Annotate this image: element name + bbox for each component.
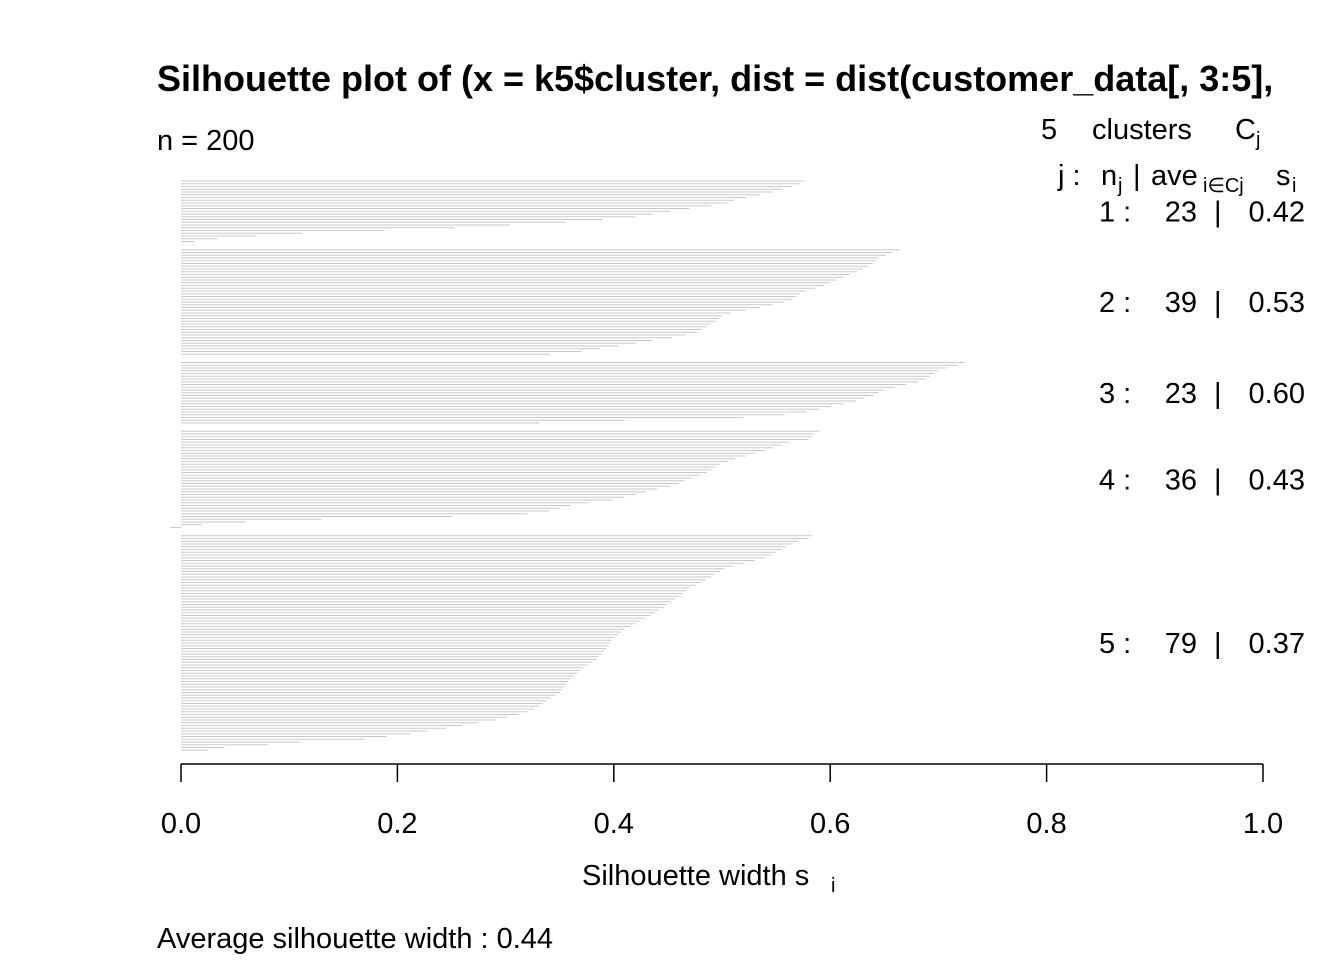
cluster-label-4: 4 : bbox=[1099, 464, 1131, 496]
cluster-summaries: 1 : 23 | 0.42 2 : 39 | 0.53 3 : 23 | 0.60 4 : 36 | 0.43… bbox=[1099, 196, 1305, 660]
cluster-size-4: 36 bbox=[1165, 464, 1197, 496]
cluster-size-5: 79 bbox=[1165, 628, 1197, 660]
silhouette-bars bbox=[170, 180, 966, 751]
cluster-separator-5: | bbox=[1214, 628, 1222, 660]
chart-title: Silhouette plot of (x = k5$cluster, dist… bbox=[157, 58, 1273, 99]
x-tick-label-2: 0.2 bbox=[377, 808, 417, 840]
x-axis-label: Silhouette width s bbox=[582, 860, 809, 892]
x-ticks: 0.0 0.2 0.4 0.6 0.8 1.0 bbox=[161, 764, 1283, 840]
cluster-average-4: 0.43 bbox=[1249, 464, 1305, 496]
cluster-label-2: 2 : bbox=[1099, 287, 1131, 319]
cluster-separator-3: | bbox=[1214, 378, 1222, 410]
average-silhouette-width: Average silhouette width : 0.44 bbox=[157, 923, 553, 955]
header-c-symbol: C bbox=[1235, 114, 1256, 146]
cluster-header: 5 clusters C j j : n j | ave i∈Cj s i bbox=[1041, 114, 1296, 197]
cluster-separator-1: | bbox=[1214, 196, 1222, 228]
header-j-column: j : bbox=[1057, 160, 1081, 192]
x-tick-label-5: 0.8 bbox=[1026, 808, 1066, 840]
cluster-separator-2: | bbox=[1214, 287, 1222, 319]
header-c-subscript: j bbox=[1255, 129, 1260, 151]
cluster-separator-4: | bbox=[1214, 464, 1222, 496]
header-n-symbol: n bbox=[1101, 160, 1117, 192]
header-ave-word: ave bbox=[1151, 160, 1198, 192]
header-s-subscript: i bbox=[1292, 175, 1296, 197]
x-axis: 0.0 0.2 0.4 0.6 0.8 1.0 bbox=[161, 763, 1283, 840]
x-axis-label-subscript: i bbox=[831, 875, 835, 897]
header-ave-subscript: i∈Cj bbox=[1203, 175, 1244, 197]
cluster-size-3: 23 bbox=[1165, 378, 1197, 410]
x-tick-label-6: 1.0 bbox=[1243, 808, 1283, 840]
header-separator: | bbox=[1133, 160, 1141, 192]
cluster-label-3: 3 : bbox=[1099, 378, 1131, 410]
x-tick-label-1: 0.0 bbox=[161, 808, 201, 840]
x-tick-label-3: 0.4 bbox=[594, 808, 634, 840]
n-label: n = 200 bbox=[157, 125, 255, 157]
x-tick-label-4: 0.6 bbox=[810, 808, 850, 840]
cluster-average-2: 0.53 bbox=[1249, 287, 1305, 319]
cluster-size-2: 39 bbox=[1165, 287, 1197, 319]
cluster-label-5: 5 : bbox=[1099, 628, 1131, 660]
x-axis-label-text: Silhouette width s bbox=[582, 860, 809, 892]
cluster-average-3: 0.60 bbox=[1249, 378, 1305, 410]
cluster-average-1: 0.42 bbox=[1249, 196, 1305, 228]
header-s-symbol: s bbox=[1276, 160, 1291, 192]
cluster-size-1: 23 bbox=[1165, 196, 1197, 228]
header-clusters-word: clusters bbox=[1092, 114, 1192, 146]
cluster-label-1: 1 : bbox=[1099, 196, 1131, 228]
header-n-subscript: j bbox=[1117, 175, 1122, 197]
header-k: 5 bbox=[1041, 114, 1057, 146]
cluster-average-5: 0.37 bbox=[1249, 628, 1305, 660]
